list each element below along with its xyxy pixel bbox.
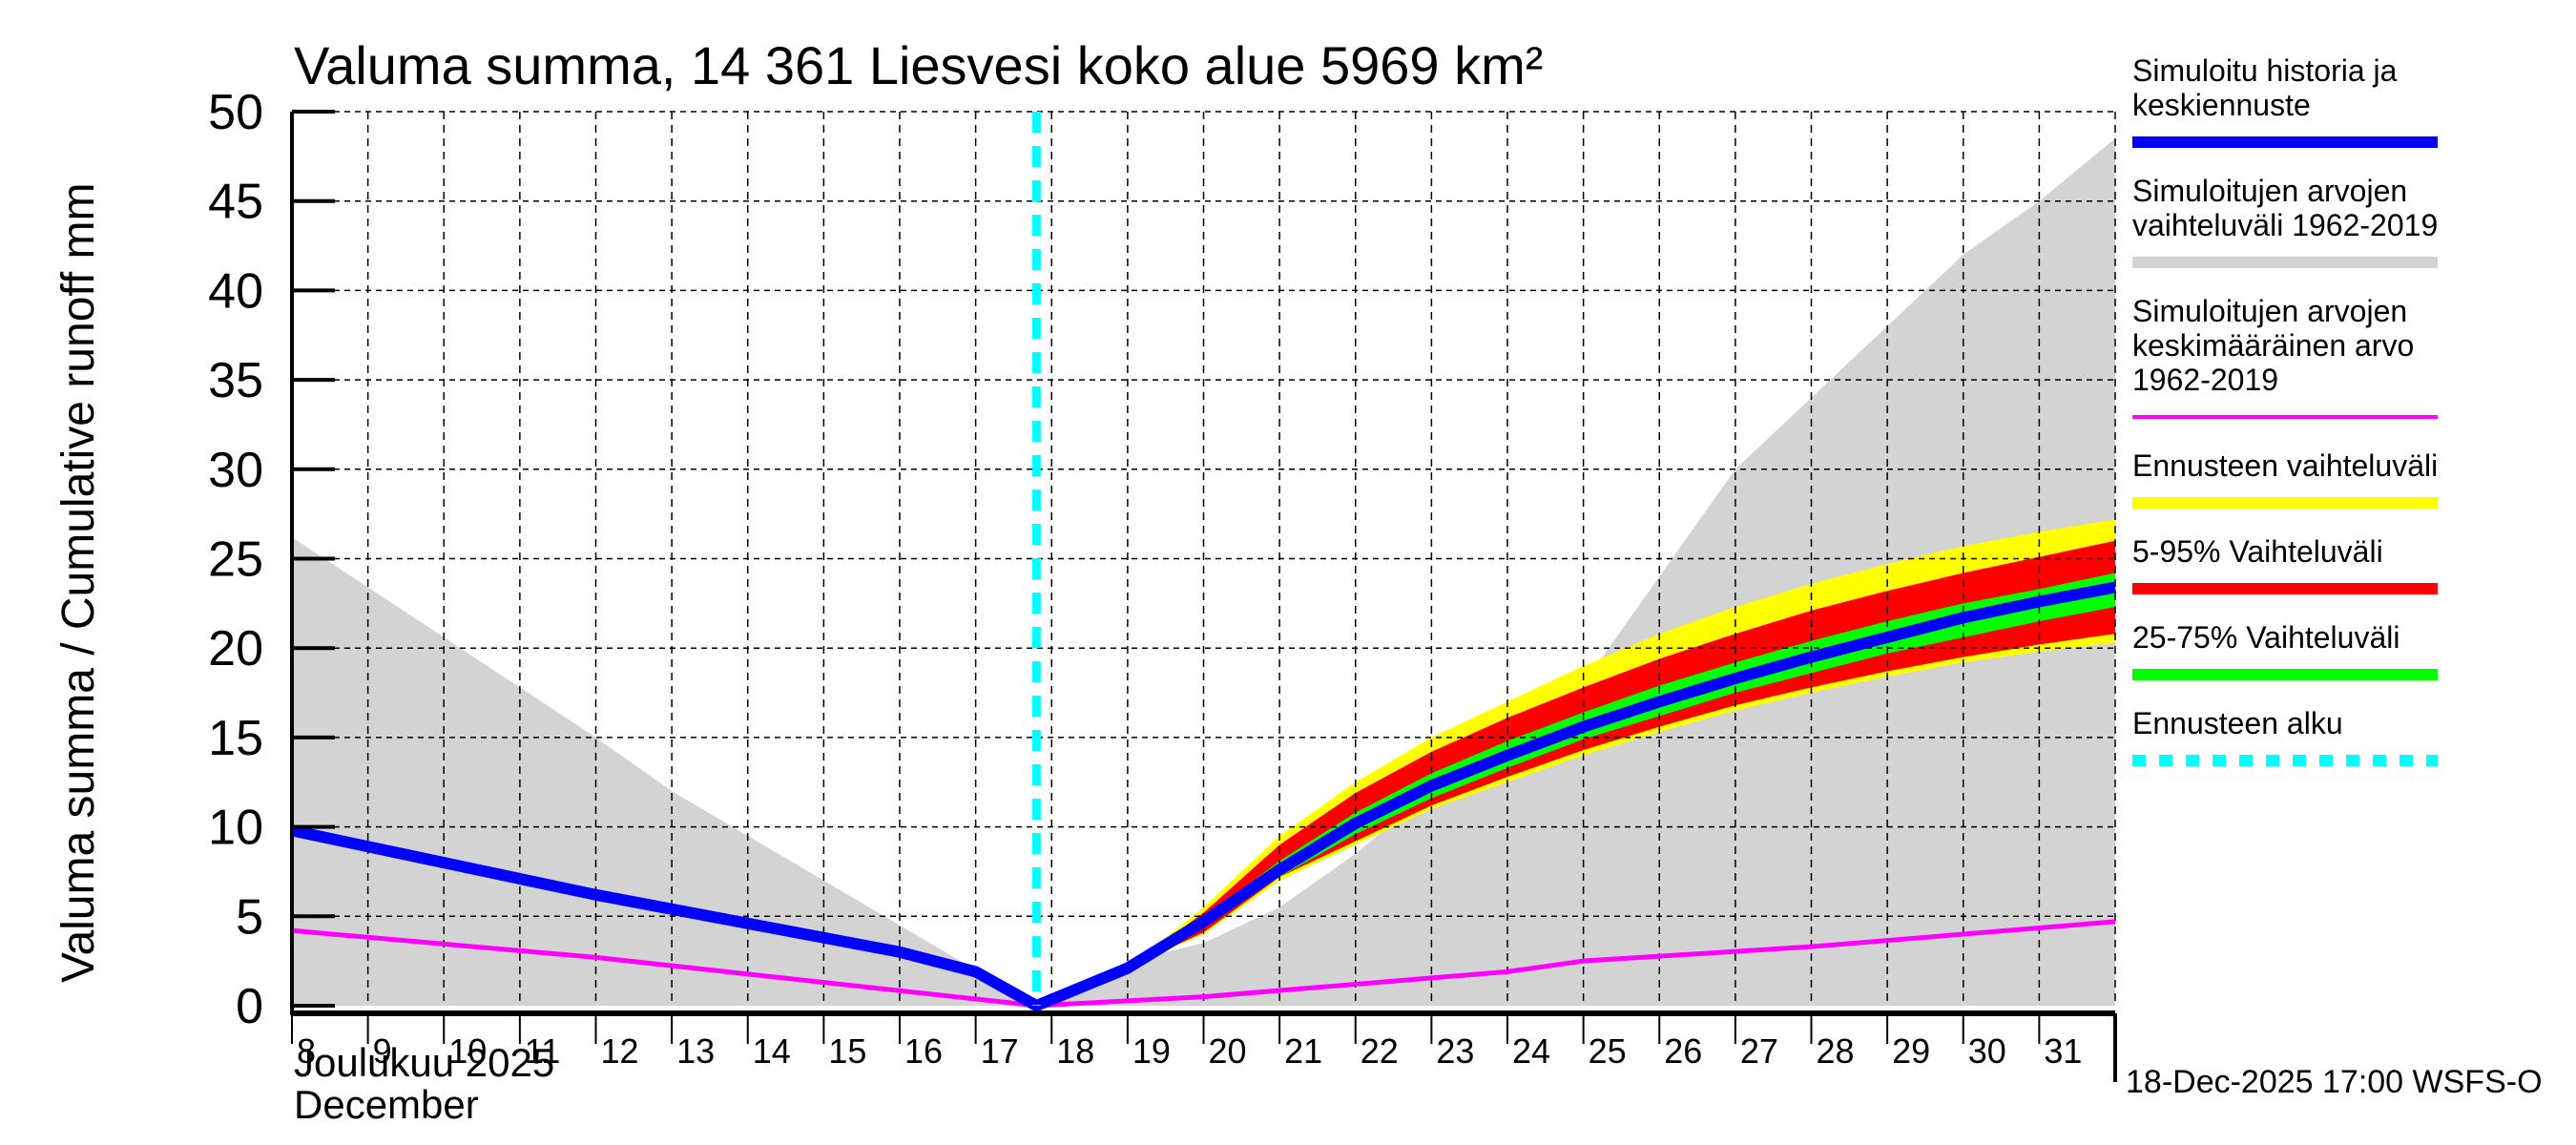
x-tick-label-10: 10 <box>448 1031 487 1071</box>
x-tick-label-17: 17 <box>981 1031 1019 1071</box>
legend-label: Ennusteen vaihteluväli <box>2132 448 2438 483</box>
y-tick-label-15: 15 <box>208 711 263 766</box>
legend-label: 5-95% Vaihteluväli <box>2132 534 2383 569</box>
band-3 <box>1127 572 2115 968</box>
legend-label: 1962-2019 <box>2132 363 2278 397</box>
x-tick-label-9: 9 <box>373 1031 392 1071</box>
x-tick-label-22: 22 <box>1361 1031 1399 1071</box>
x-axis-label-en: December <box>294 1082 479 1127</box>
legend-label: vaihteluväli 1962-2019 <box>2132 208 2438 242</box>
series-line-mean <box>291 919 2116 1009</box>
y-tick-label-20: 20 <box>208 621 263 677</box>
x-tick-label-27: 27 <box>1740 1031 1778 1071</box>
grid-layer <box>292 111 2116 1006</box>
legend-label: Simuloitujen arvojen <box>2132 294 2407 328</box>
y-tick-label-25: 25 <box>208 532 263 588</box>
x-tick-label-13: 13 <box>676 1031 715 1071</box>
legend-item-3: Ennusteen vaihteluväli <box>2132 448 2438 509</box>
legend-label: Ennusteen alku <box>2132 706 2343 740</box>
lines-layer <box>290 112 2117 1011</box>
band-0 <box>292 138 2115 1007</box>
x-axis-label-fi: Joulukuu 2025 <box>294 1040 554 1085</box>
x-tick-label-18: 18 <box>1056 1031 1094 1071</box>
x-tick-label-15: 15 <box>828 1031 866 1071</box>
axes-layer: 0 5 10 15 20 25 30 35 40 45 50 8 9 10 11 12 13 14 15 16 17 18… <box>208 85 2117 1082</box>
legend-label: Simuloitujen arvojen <box>2132 174 2407 208</box>
x-tick-label-21: 21 <box>1284 1031 1322 1071</box>
chart-title: Valuma summa, 14 361 Liesvesi koko alue … <box>294 35 1543 95</box>
y-tick-label-50: 50 <box>208 85 263 140</box>
x-tick-label-11: 11 <box>525 1031 560 1071</box>
legend-item-4: 5-95% Vaihteluväli <box>2132 534 2438 594</box>
x-tick-label-14: 14 <box>753 1031 791 1071</box>
x-tick-label-31: 31 <box>2044 1031 2082 1071</box>
x-tick-label-28: 28 <box>1817 1031 1855 1071</box>
legend-label: Simuloitu historia ja <box>2132 53 2398 88</box>
x-tick-label-19: 19 <box>1132 1031 1171 1071</box>
legend-item-5: 25-75% Vaihteluväli <box>2132 620 2438 680</box>
y-tick-label-0: 0 <box>236 979 263 1034</box>
legend-label: keskiennuste <box>2132 88 2311 122</box>
x-tick-label-29: 29 <box>1892 1031 1930 1071</box>
footer-timestamp: 18-Dec-2025 17:00 WSFS-O <box>2126 1064 2543 1100</box>
x-tick-label-26: 26 <box>1664 1031 1702 1071</box>
y-tick-label-35: 35 <box>208 353 263 408</box>
x-tick-label-23: 23 <box>1436 1031 1474 1071</box>
x-tick-label-20: 20 <box>1209 1031 1247 1071</box>
x-tick-label-30: 30 <box>1968 1031 2006 1071</box>
x-tick-label-8: 8 <box>297 1031 316 1071</box>
legend: Simuloitu historia jakeskiennusteSimuloi… <box>2132 53 2438 766</box>
y-axis-label: Valuma summa / Cumulative runoff mm <box>53 183 104 984</box>
series-line-history-forecast <box>290 581 2117 1011</box>
legend-label: keskimääräinen arvo <box>2132 328 2414 363</box>
y-tick-label-40: 40 <box>208 263 263 319</box>
y-tick-label-5: 5 <box>236 889 263 945</box>
x-tick-label-12: 12 <box>601 1031 639 1071</box>
legend-label: 25-75% Vaihteluväli <box>2132 620 2399 655</box>
x-tick-label-24: 24 <box>1512 1031 1550 1071</box>
y-tick-label-10: 10 <box>208 801 263 856</box>
x-tick-label-25: 25 <box>1589 1031 1627 1071</box>
x-tick-label-16: 16 <box>904 1031 943 1071</box>
y-tick-label-45: 45 <box>208 175 263 230</box>
y-tick-label-30: 30 <box>208 443 263 498</box>
legend-item-6: Ennusteen alku <box>2132 706 2438 766</box>
